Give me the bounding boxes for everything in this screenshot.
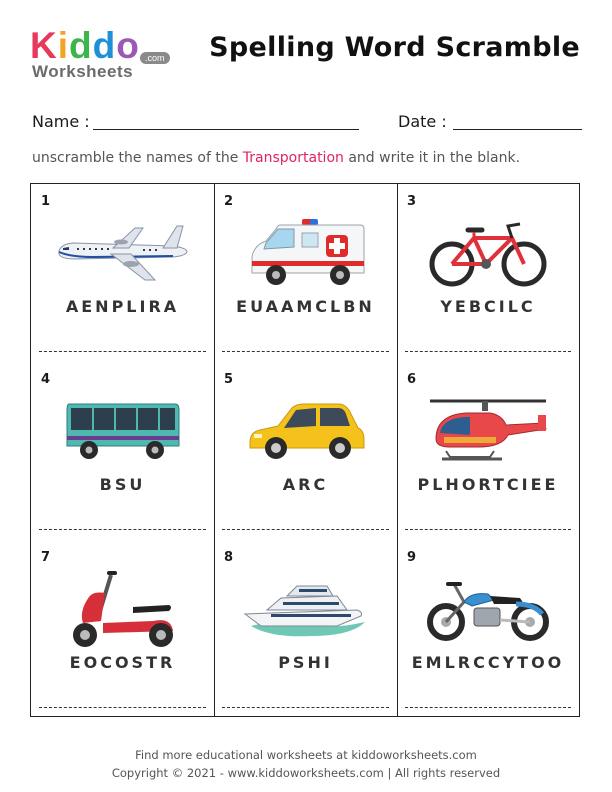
name-blank-line[interactable] <box>93 129 359 130</box>
item-number: 8 <box>224 550 234 565</box>
scrambled-word: YEBCILC <box>440 297 536 316</box>
word-cell: 3 YEBCILC <box>397 184 579 362</box>
word-cell: 7 EOCOSTR <box>31 540 214 718</box>
answer-blank[interactable] <box>222 707 389 708</box>
date-label: Date : <box>398 112 447 131</box>
logo-letter: o <box>116 25 140 66</box>
word-cell: 4 BSU <box>31 362 214 540</box>
page-title: Spelling Word Scramble <box>209 32 580 63</box>
date-blank-line[interactable] <box>453 129 582 130</box>
logo-kiddo-text: Kiddo <box>30 26 140 66</box>
word-cell: 2 EUAAMCLBN <box>214 184 397 362</box>
instructions: unscramble the names of the Transportati… <box>32 150 520 166</box>
scrambled-word: BSU <box>99 475 146 494</box>
word-grid: 1 AENPLIRA 2 <box>30 183 580 717</box>
airplane-icon <box>58 225 188 281</box>
item-number: 5 <box>224 372 234 387</box>
answer-blank[interactable] <box>39 351 206 352</box>
logo-letter: d <box>69 25 93 66</box>
item-number: 7 <box>41 550 51 565</box>
grid-divider <box>397 184 398 716</box>
scrambled-word: EMLRCCYTOO <box>411 653 565 672</box>
grid-divider <box>214 184 215 716</box>
item-number: 9 <box>407 550 417 565</box>
word-cell: 1 AENPLIRA <box>31 184 214 362</box>
answer-blank[interactable] <box>405 351 571 352</box>
answer-blank[interactable] <box>405 529 571 530</box>
ambulance-icon <box>251 219 364 285</box>
item-number: 1 <box>41 194 51 209</box>
name-label: Name : <box>32 112 90 131</box>
item-number: 3 <box>407 194 417 209</box>
scrambled-word: PLHORTCIEE <box>417 475 559 494</box>
footer-copyright: Copyright © 2021 - www.kiddoworksheets.c… <box>111 766 501 780</box>
ship-icon <box>243 585 365 637</box>
answer-blank[interactable] <box>39 707 206 708</box>
answer-blank[interactable] <box>222 351 389 352</box>
word-cell: 8 PSHI <box>214 540 397 718</box>
car-icon <box>249 403 364 459</box>
answer-blank[interactable] <box>222 529 389 530</box>
answer-blank[interactable] <box>39 529 206 530</box>
answer-blank[interactable] <box>405 707 571 708</box>
scooter-icon <box>72 571 173 647</box>
instructions-text: unscramble the names of the <box>32 150 243 166</box>
item-number: 2 <box>224 194 234 209</box>
logo-letter: K <box>30 25 58 66</box>
instructions-highlight: Transportation <box>242 150 344 166</box>
word-cell: 6 PLHORTCIEE <box>397 362 579 540</box>
logo-letter: d <box>92 25 117 66</box>
helicopter-icon <box>430 399 547 461</box>
bicycle-icon <box>429 222 547 287</box>
item-number: 6 <box>407 372 417 387</box>
scrambled-word: PSHI <box>278 653 333 672</box>
scrambled-word: ARC <box>282 475 329 494</box>
scrambled-word: EUAAMCLBN <box>236 297 375 316</box>
logo-letter: i <box>57 25 70 66</box>
logo-worksheets-text: Worksheets <box>32 62 134 81</box>
logo-com-badge: .com <box>140 52 170 64</box>
footer-promo: Find more educational worksheets at kidd… <box>135 748 477 762</box>
scrambled-word: AENPLIRA <box>65 297 180 316</box>
word-cell: 5 ARC <box>214 362 397 540</box>
motorcycle-icon <box>427 582 549 641</box>
instructions-text-end: and write it in the blank. <box>343 150 521 166</box>
scrambled-word: EOCOSTR <box>69 653 176 672</box>
bus-icon <box>66 403 179 459</box>
word-cell: 9 EMLRCCYTOO <box>397 540 579 718</box>
kiddo-worksheets-logo: Kiddo Worksheets .com <box>30 26 175 86</box>
item-number: 4 <box>41 372 51 387</box>
